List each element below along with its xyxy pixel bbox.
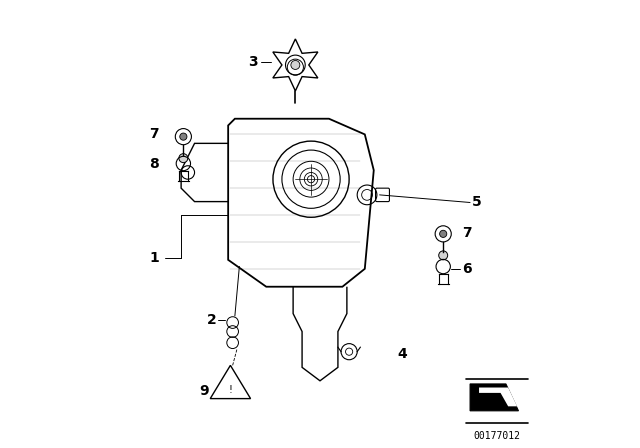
Text: 5: 5 — [472, 195, 481, 210]
Text: 7: 7 — [463, 226, 472, 240]
Text: !: ! — [228, 385, 232, 395]
Circle shape — [291, 60, 300, 69]
Text: 00177012: 00177012 — [474, 431, 520, 441]
Circle shape — [180, 133, 187, 140]
Text: 7: 7 — [149, 127, 159, 142]
Text: 4: 4 — [397, 347, 407, 361]
Text: 1: 1 — [149, 250, 159, 265]
Text: 8: 8 — [149, 156, 159, 171]
Circle shape — [439, 251, 448, 260]
Text: 6: 6 — [463, 262, 472, 276]
Text: 9: 9 — [200, 384, 209, 398]
Text: 3: 3 — [248, 55, 258, 69]
Polygon shape — [479, 388, 517, 406]
Circle shape — [179, 154, 188, 163]
Text: 2: 2 — [207, 313, 217, 327]
Circle shape — [440, 230, 447, 237]
Polygon shape — [470, 384, 518, 411]
